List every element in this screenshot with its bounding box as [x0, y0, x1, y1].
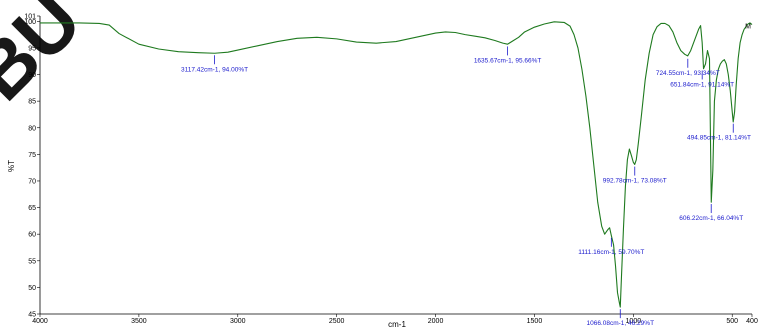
plot-frame — [39, 16, 752, 315]
peak-label: 494.85cm-1, 81.14%T — [687, 135, 751, 142]
y-tick-label: 95 — [28, 45, 36, 52]
peak-label: 3117.42cm-1, 94.00%T — [181, 66, 248, 73]
x-tick-label: 1500 — [527, 318, 543, 325]
x-tick-label: 2000 — [428, 318, 444, 325]
y-tick-label: 60 — [28, 232, 36, 239]
x-tick-label: 1000 — [626, 318, 642, 325]
y-tick-label: 45 — [28, 312, 36, 319]
peak-label: 724.55cm-1, 93.34%T — [656, 70, 720, 77]
annotation-layer: 3117.42cm-1, 94.00%T 1635.67cm-1, 95.66%T… — [181, 46, 751, 327]
y-tick-label: 85 — [28, 99, 36, 106]
y-tick-label: 75 — [28, 152, 36, 159]
peak-label: 992.78cm-1, 73.08%T — [603, 178, 667, 185]
y-tick-label: 90 — [28, 72, 36, 79]
x-axis-label: cm-1 — [388, 320, 406, 329]
peak-label: 606.22cm-1, 66.04%T — [679, 215, 743, 222]
y-axis-label: %T — [7, 160, 16, 172]
peak-label: 651.84cm-1, 91.14%T — [670, 81, 734, 88]
y-tick-label: 55 — [28, 258, 36, 265]
y-tick-label: 65 — [28, 205, 36, 212]
x-tick-label: 500 — [726, 318, 738, 325]
curve-label: M — [745, 24, 751, 31]
y-tick-label: 50 — [28, 285, 36, 292]
y-tick-label: 100 — [24, 19, 36, 26]
y-tick-label: 101 — [24, 14, 36, 21]
spectrum-line — [40, 21, 753, 308]
x-tick-label: 2500 — [329, 318, 345, 325]
x-tick-label: 3000 — [230, 318, 246, 325]
watermark: BU — [0, 0, 98, 117]
x-axis: 4000 3500 3000 2500 2000 1500 1000 500 400 — [32, 314, 758, 325]
y-tick-label: 80 — [28, 125, 36, 132]
series-layer: M — [40, 21, 753, 308]
peak-label: 1066.08cm-1, 46.29%T — [586, 320, 654, 327]
x-tick-label: 4000 — [32, 318, 48, 325]
y-tick-label: 70 — [28, 178, 36, 185]
peak-label: 1635.67cm-1, 95.66%T — [474, 57, 542, 64]
peak-label: 1111.16cm-1, 59.70%T — [578, 249, 644, 256]
x-tick-label: 400 — [746, 318, 758, 325]
x-tick-label: 3500 — [131, 318, 147, 325]
